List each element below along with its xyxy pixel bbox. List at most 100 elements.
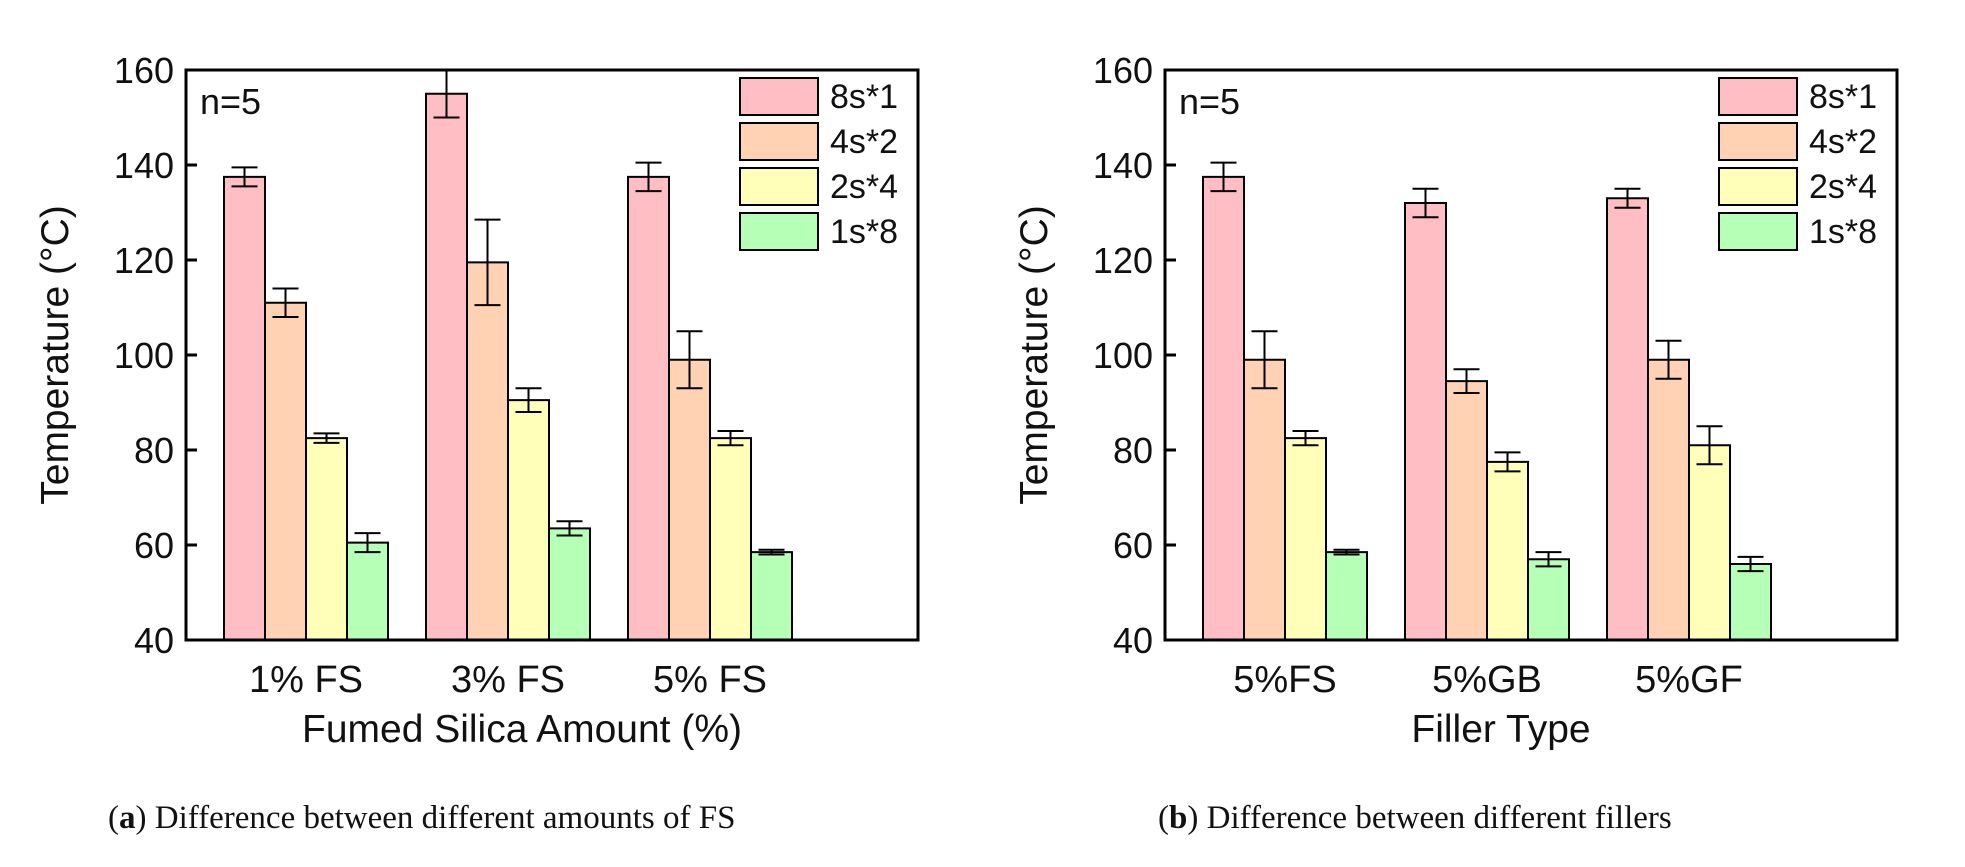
- caption-a: (a) Difference between different amounts…: [108, 800, 736, 836]
- error-bar-5-gb-1s-8: [1535, 551, 1562, 568]
- error-bar-5-fs-4s-2: [1251, 330, 1278, 390]
- error-bar-5-gf-8s-1: [1614, 187, 1641, 209]
- legend-swatch-1s-8: [1718, 212, 1798, 251]
- error-bar-5-fs-2s-4: [1292, 430, 1319, 447]
- x-tick-label: 5%FS: [1233, 659, 1336, 701]
- legend-swatch-8s-1: [739, 77, 819, 116]
- bar-5-gb-8s-1: [1404, 202, 1447, 641]
- bar-5-fs-4s-2: [668, 358, 711, 641]
- error-bar-5-fs-1s-8: [758, 548, 785, 556]
- sample-size-annotation: n=5: [200, 81, 261, 122]
- x-tick-label: 5% FS: [653, 659, 767, 701]
- bar-1-fs-2s-4: [305, 437, 348, 641]
- bar-5-gb-2s-4: [1486, 460, 1529, 641]
- legend-swatch-4s-2: [739, 122, 819, 161]
- error-bar-5-gb-2s-4: [1494, 451, 1521, 473]
- legend: 8s*1 4s*2 2s*4 1s*8: [1718, 77, 1877, 251]
- error-bar-1-fs-4s-2: [272, 287, 299, 318]
- y-tick-label: 120: [1093, 240, 1153, 281]
- y-tick-label: 40: [1113, 620, 1153, 661]
- bar-3-fs-2s-4: [507, 399, 550, 641]
- error-bar-5-fs-8s-1: [1210, 161, 1237, 193]
- legend-label-4s-2: 4s*2: [1809, 123, 1877, 161]
- y-tick-label: 80: [134, 430, 174, 471]
- bar-5-fs-4s-2: [1243, 358, 1286, 641]
- legend-swatch-4s-2: [1718, 122, 1798, 161]
- bar-3-fs-4s-2: [466, 261, 509, 641]
- bar-5-gb-1s-8: [1527, 558, 1570, 641]
- x-tick-label: 5%GF: [1635, 659, 1743, 701]
- x-tick-label: 5%GB: [1432, 659, 1542, 701]
- legend-label-2s-4: 2s*4: [1809, 168, 1877, 206]
- bar-1-fs-8s-1: [223, 175, 266, 641]
- caption-b-text: Difference between different fillers: [1206, 800, 1672, 836]
- y-tick-label: 160: [1093, 50, 1153, 91]
- y-tick-label: 80: [1113, 430, 1153, 471]
- bar-3-fs-8s-1: [425, 92, 468, 641]
- bar-5-fs-8s-1: [627, 175, 670, 641]
- legend-label-8s-1: 8s*1: [1809, 78, 1877, 116]
- bar-5-fs-2s-4: [1284, 437, 1327, 641]
- bar-5-fs-2s-4: [709, 437, 752, 641]
- bar-5-gf-8s-1: [1606, 197, 1649, 641]
- legend-swatch-2s-4: [739, 167, 819, 206]
- y-tick-label: 140: [114, 145, 174, 186]
- legend-swatch-2s-4: [1718, 167, 1798, 206]
- y-axis-title: Temperature (°C): [1013, 205, 1056, 505]
- legend: 8s*1 4s*2 2s*4 1s*8: [739, 77, 898, 251]
- caption-b: (b) Difference between different fillers: [1158, 800, 1672, 836]
- y-tick-label: 40: [134, 620, 174, 661]
- legend-label-4s-2: 4s*2: [830, 123, 898, 161]
- error-bar-1-fs-1s-8: [354, 532, 381, 554]
- error-bar-3-fs-1s-8: [556, 520, 583, 537]
- error-bar-3-fs-2s-4: [515, 387, 542, 413]
- x-tick-label: 3% FS: [451, 659, 565, 701]
- legend-swatch-8s-1: [1718, 77, 1798, 116]
- y-tick-label: 140: [1093, 145, 1153, 186]
- x-axis-title: Filler Type: [1411, 708, 1590, 751]
- error-bar-5-gb-8s-1: [1412, 187, 1439, 219]
- bar-1-fs-1s-8: [346, 541, 389, 641]
- bar-5-fs-1s-8: [1325, 551, 1368, 641]
- legend-swatch-1s-8: [739, 212, 819, 251]
- error-bar-5-gf-2s-4: [1696, 425, 1723, 466]
- y-axis-title: Temperature (°C): [34, 205, 77, 505]
- legend-label-1s-8: 1s*8: [830, 213, 898, 251]
- x-tick-label: 1% FS: [249, 659, 363, 701]
- sample-size-annotation: n=5: [1179, 81, 1240, 122]
- error-bar-1-fs-2s-4: [313, 432, 340, 444]
- y-tick-label: 100: [114, 335, 174, 376]
- y-tick-label: 160: [114, 50, 174, 91]
- bar-5-gf-2s-4: [1688, 444, 1731, 641]
- error-bar-5-gf-4s-2: [1655, 339, 1682, 380]
- y-tick-label: 60: [134, 525, 174, 566]
- legend-label-8s-1: 8s*1: [830, 78, 898, 116]
- bar-5-gb-4s-2: [1445, 380, 1488, 641]
- error-bar-5-fs-1s-8: [1333, 548, 1360, 556]
- error-bar-5-fs-8s-1: [635, 161, 662, 193]
- legend-label-2s-4: 2s*4: [830, 168, 898, 206]
- bar-1-fs-4s-2: [264, 301, 307, 641]
- caption-b-letter: b: [1169, 800, 1188, 836]
- bar-5-gf-1s-8: [1729, 563, 1772, 641]
- caption-a-letter: a: [119, 800, 136, 836]
- y-tick-label: 120: [114, 240, 174, 281]
- bar-5-gf-4s-2: [1647, 358, 1690, 641]
- error-bar-3-fs-4s-2: [474, 218, 501, 307]
- chart-b: 40 60 80 100 120 140 160 5%FS 5%GB 5%GF Filler Typ…: [1013, 50, 1899, 751]
- y-tick-label: 100: [1093, 335, 1153, 376]
- bar-5-fs-1s-8: [750, 551, 793, 641]
- caption-a-text: Difference between different amounts of …: [154, 800, 736, 836]
- chart-a: 40 60 80 100 120 140 160 1% FS 3% FS 5% FS Fumed S…: [34, 50, 920, 751]
- bar-5-fs-8s-1: [1202, 175, 1245, 641]
- error-bar-5-gf-1s-8: [1737, 555, 1764, 573]
- error-bar-5-fs-4s-2: [676, 330, 703, 390]
- error-bar-5-gb-4s-2: [1453, 368, 1480, 394]
- error-bar-1-fs-8s-1: [231, 166, 258, 188]
- error-bar-5-fs-2s-4: [717, 430, 744, 447]
- legend-label-1s-8: 1s*8: [1809, 213, 1877, 251]
- x-axis-title: Fumed Silica Amount (%): [302, 708, 742, 751]
- y-tick-label: 60: [1113, 525, 1153, 566]
- bar-3-fs-1s-8: [548, 527, 591, 641]
